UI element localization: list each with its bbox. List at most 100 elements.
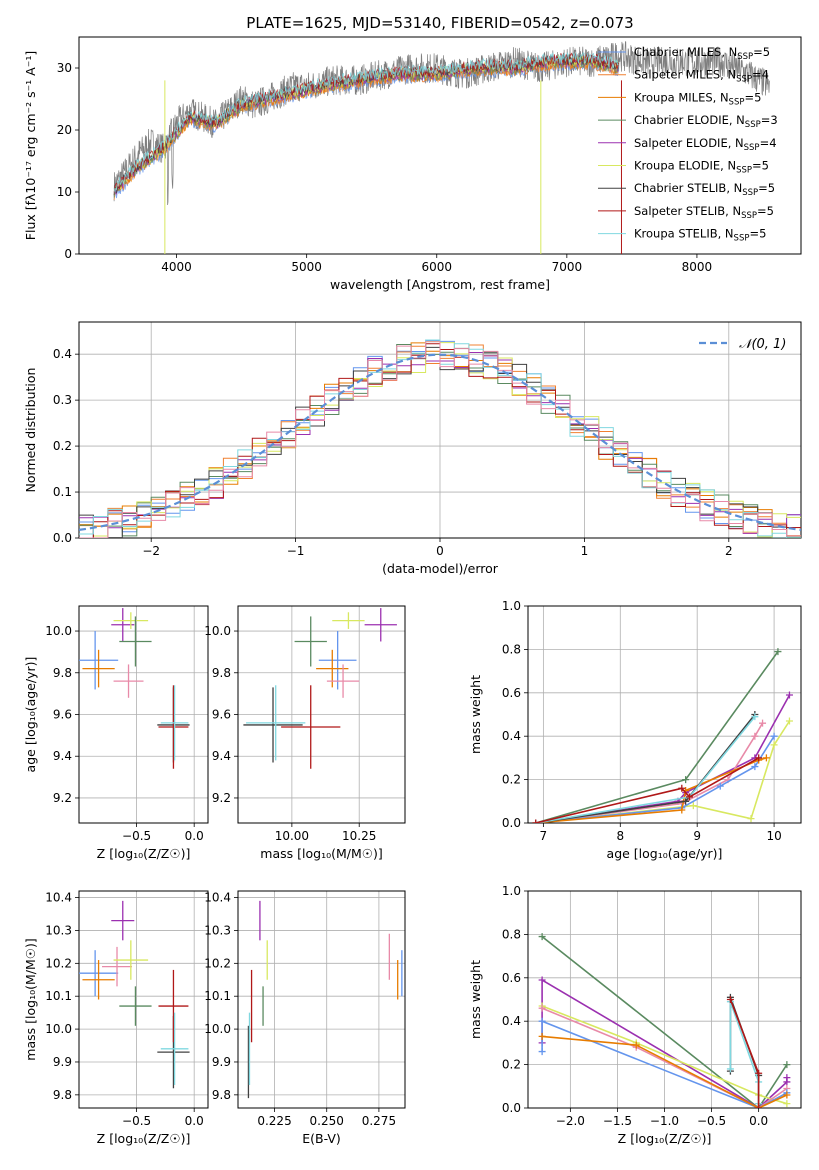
y-tick-label: 0.4 bbox=[502, 729, 521, 743]
series-marker bbox=[685, 793, 693, 801]
x-tick: −1 bbox=[287, 538, 304, 558]
errorbar-point bbox=[246, 685, 306, 761]
y-tick: 10.2 bbox=[45, 956, 79, 970]
y-tick: 0.2 bbox=[53, 439, 79, 453]
y-tick: 0.4 bbox=[53, 347, 79, 361]
series-marker bbox=[726, 1065, 734, 1073]
y-tick-label: 10.0 bbox=[204, 624, 231, 638]
y-tick-label: 0.8 bbox=[502, 642, 521, 656]
x-tick-label: −2.0 bbox=[556, 1114, 585, 1128]
series-line bbox=[542, 1035, 788, 1108]
weight-vs-Z-frame bbox=[527, 890, 802, 1109]
y-tick-label: 0.0 bbox=[502, 1101, 521, 1115]
x-tick: 10.25 bbox=[342, 823, 376, 843]
y-tick: 9.9 bbox=[212, 1055, 238, 1069]
y-tick-label: 9.4 bbox=[53, 749, 72, 763]
y-tick-label: 0.2 bbox=[502, 1058, 521, 1072]
series-marker bbox=[538, 976, 546, 984]
x-tick-label: 1 bbox=[581, 544, 589, 558]
y-tick: 10.1 bbox=[204, 989, 238, 1003]
x-tick-label: 7000 bbox=[552, 260, 583, 274]
y-tick-label: 9.4 bbox=[212, 749, 231, 763]
y-tick-label: 1.0 bbox=[502, 884, 521, 898]
x-tick: 0.0 bbox=[185, 1108, 204, 1128]
weight-vs-age-plot-area bbox=[532, 648, 793, 823]
errorbar-point bbox=[111, 900, 135, 941]
legend-label: Chabrier MILES, NSSP=5 bbox=[634, 45, 770, 62]
series-marker bbox=[751, 713, 759, 721]
series-line bbox=[535, 757, 760, 823]
x-tick: 4000 bbox=[161, 254, 192, 274]
mass-vs-EBV-grid bbox=[238, 891, 405, 1108]
series-marker bbox=[682, 776, 690, 784]
age-vs-mass-plot-area bbox=[243, 608, 397, 769]
y-tick: 9.2 bbox=[212, 791, 238, 805]
age-vs-Z-plot-area bbox=[79, 608, 190, 769]
y-tick-label: 10.1 bbox=[204, 989, 231, 1003]
y-tick-label: 0.8 bbox=[502, 927, 521, 941]
y-tick: 1.0 bbox=[502, 884, 528, 898]
mass-vs-Z-axes: −0.5 0.0 9.8 9.9 10.0 10.1 10.2 10.3 10.4 Z [log₁… bbox=[23, 890, 209, 1146]
errorbar-point bbox=[102, 946, 132, 987]
legend-entry: Kroupa MILES, NSSP=5 bbox=[598, 90, 761, 107]
mass-vs-EBV-plot-area bbox=[247, 900, 403, 1099]
y-tick: 10.2 bbox=[204, 956, 238, 970]
x-tick: 8000 bbox=[682, 254, 712, 274]
y-tick: 10.3 bbox=[204, 923, 238, 937]
y-tick-label: 10.0 bbox=[45, 1022, 72, 1036]
legend-entry: Salpeter STELIB, NSSP=5 bbox=[598, 204, 774, 221]
series-marker bbox=[538, 1004, 546, 1012]
legend-label: Salpeter MILES, NSSP=4 bbox=[634, 68, 769, 85]
x-tick: −1.0 bbox=[650, 1108, 679, 1128]
y-axis-label: mass weight bbox=[468, 675, 483, 754]
y-tick: 9.6 bbox=[212, 708, 238, 722]
errorbar-point bbox=[332, 612, 365, 629]
mass-weight-series bbox=[532, 754, 763, 823]
errorbar-point bbox=[294, 616, 327, 667]
series-line bbox=[541, 1005, 788, 1105]
x-tick-label: 0.275 bbox=[362, 1114, 396, 1128]
errorbar-point bbox=[82, 649, 115, 688]
residuals-frame bbox=[78, 321, 802, 539]
series-marker bbox=[689, 802, 697, 810]
model-spectrum-line bbox=[113, 53, 619, 196]
legend-entry: Salpeter MILES, NSSP=4 bbox=[598, 68, 769, 85]
y-tick: 0.4 bbox=[502, 1014, 528, 1028]
errorbar-point bbox=[243, 687, 303, 763]
x-tick-label: 0.225 bbox=[257, 1114, 291, 1128]
y-tick: 9.9 bbox=[53, 1055, 79, 1069]
series-line bbox=[541, 935, 788, 1108]
x-tick: −0.5 bbox=[122, 823, 151, 843]
age-vs-Z-grid bbox=[79, 606, 208, 823]
y-tick-label: 10.1 bbox=[45, 989, 72, 1003]
y-tick: 0.2 bbox=[502, 773, 528, 787]
x-tick-label: 2 bbox=[725, 544, 733, 558]
series-marker bbox=[682, 797, 690, 805]
y-tick: 10.0 bbox=[45, 624, 79, 638]
y-axis-label: age [log₁₀(age/yr)] bbox=[23, 657, 38, 773]
series-marker bbox=[632, 1041, 640, 1049]
y-tick: 0.4 bbox=[502, 729, 528, 743]
x-tick-label: −0.5 bbox=[697, 1114, 726, 1128]
mass-vs-Z-plot-area bbox=[79, 900, 190, 1089]
y-axis-label: mass weight bbox=[468, 960, 483, 1039]
series-marker bbox=[726, 996, 734, 1003]
age-vs-Z-axes: −0.5 0.0 9.2 9.4 9.6 9.8 10.0 Z [log₁₀(Z/Z☉)] ag… bbox=[23, 605, 209, 861]
x-tick: 1 bbox=[581, 538, 589, 558]
y-tick-label: 10.2 bbox=[204, 956, 231, 970]
errorbar-point bbox=[326, 664, 360, 698]
weight-vs-age-frame bbox=[527, 605, 802, 824]
residuals-plot-area bbox=[79, 339, 801, 538]
series-marker bbox=[538, 1017, 546, 1025]
x-tick-label: −2 bbox=[142, 544, 160, 558]
x-axis-label: Z [log₁₀(Z/Z☉)] bbox=[618, 1131, 712, 1146]
y-tick-label: 9.9 bbox=[53, 1055, 72, 1069]
x-tick: −0.5 bbox=[697, 1108, 726, 1128]
y-tick-label: 0.1 bbox=[53, 485, 72, 499]
spectrum-legend: Chabrier MILES, NSSP=5 Salpeter MILES, NS… bbox=[598, 45, 778, 244]
x-tick-label: −0.5 bbox=[122, 1114, 151, 1128]
y-tick-label: 10 bbox=[57, 185, 72, 199]
x-tick-label: 10 bbox=[766, 829, 781, 843]
x-tick-label: 6000 bbox=[421, 260, 452, 274]
y-tick: 9.6 bbox=[53, 708, 79, 722]
